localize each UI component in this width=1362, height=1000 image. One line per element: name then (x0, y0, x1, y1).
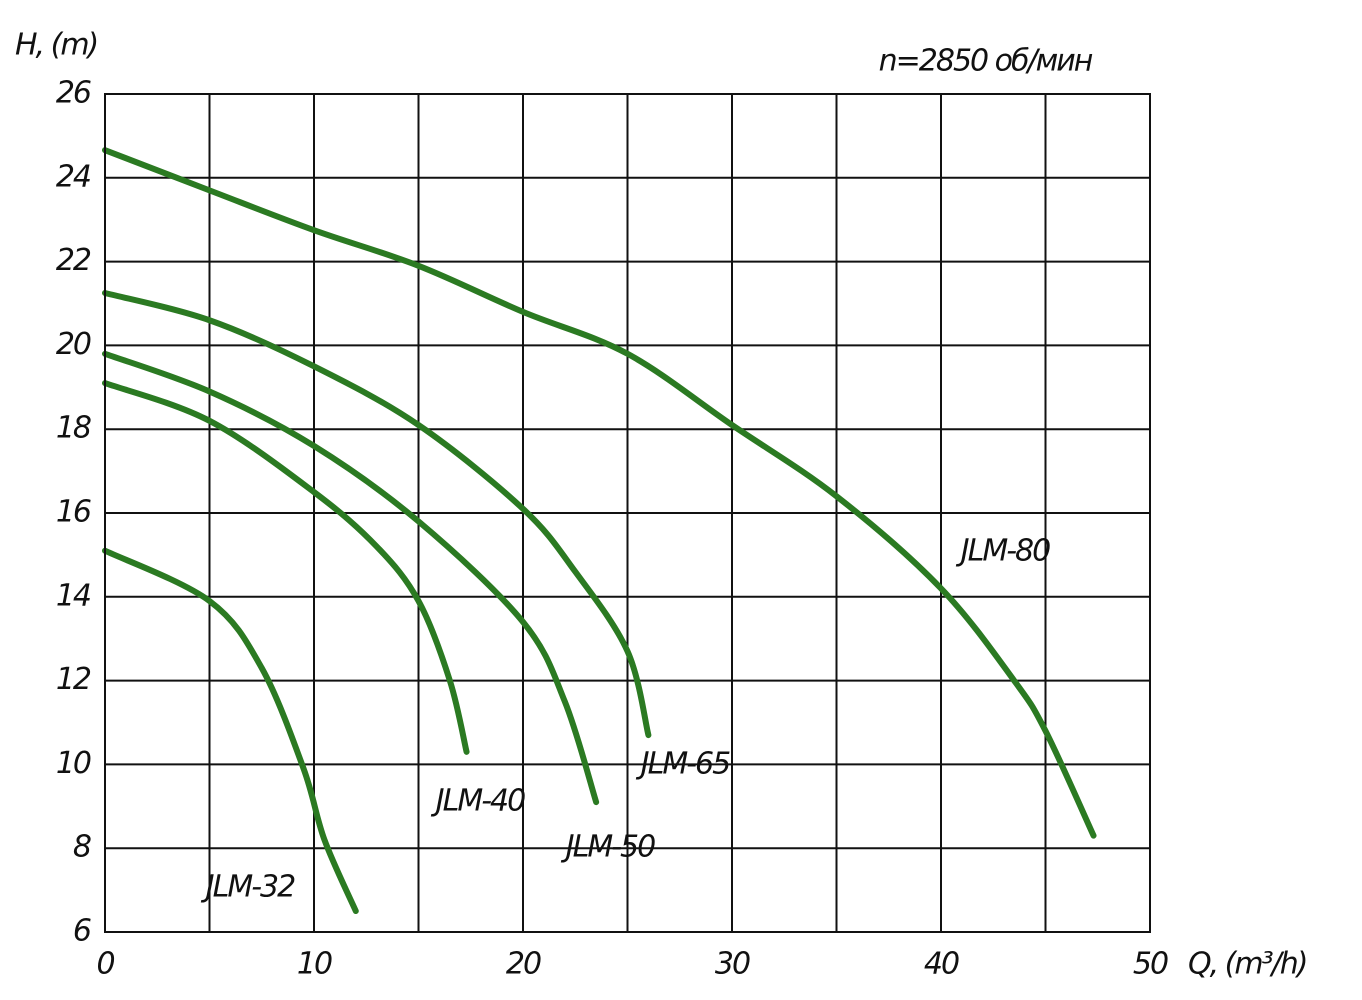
x-tick-label: 10 (297, 947, 332, 982)
series-label: JLM-80 (956, 534, 1050, 569)
y-tick-label: 16 (56, 495, 91, 530)
y-tick-label: 8 (73, 830, 91, 865)
x-tick-label: 0 (96, 947, 114, 982)
chart-title: n=2850 об/мин (879, 44, 1093, 79)
x-tick-label: 30 (715, 947, 750, 982)
y-tick-label: 22 (56, 243, 91, 278)
pump-curve (102, 290, 652, 739)
pump-curve (102, 147, 1097, 839)
y-tick-label: 24 (56, 159, 90, 194)
y-tick-label: 18 (56, 411, 91, 446)
x-axis-label: Q, (m³/h) (1188, 947, 1306, 982)
y-tick-label: 6 (73, 914, 91, 949)
y-tick-label: 10 (56, 746, 91, 781)
series-label: JLM-65 (636, 747, 730, 782)
y-axis-label: H, (m) (15, 28, 97, 63)
plot-frame (104, 93, 1151, 933)
x-tick-label: 40 (924, 947, 959, 982)
y-tick-label: 20 (56, 327, 91, 362)
x-tick-label: 50 (1133, 947, 1168, 982)
pump-curve (102, 350, 600, 806)
pump-curve (102, 547, 359, 915)
pump-curve (102, 380, 470, 755)
series-label: JLM-40 (431, 784, 525, 819)
y-tick-label: 12 (56, 662, 91, 697)
series-label: JLM-32 (201, 870, 295, 905)
series-label: JLM-50 (561, 830, 655, 865)
y-tick-label: 14 (56, 578, 90, 613)
x-tick-label: 20 (506, 947, 541, 982)
y-tick-label: 26 (56, 76, 91, 111)
